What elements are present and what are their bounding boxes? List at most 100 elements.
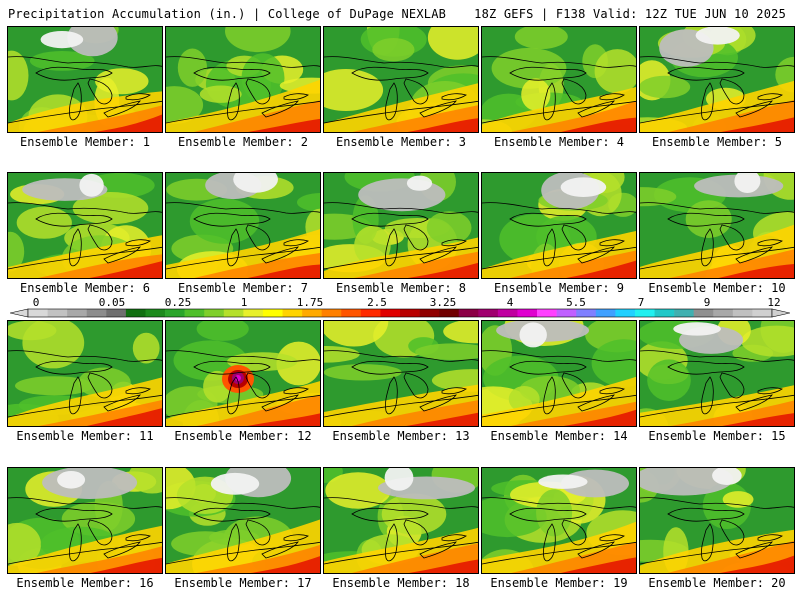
- great-lakes-outline: [324, 56, 478, 124]
- colorbar-tick-label: 3.25: [430, 296, 457, 309]
- precip-field: [324, 321, 478, 426]
- colorbar-tick-label: 9: [704, 296, 711, 309]
- precip-field: [640, 321, 794, 426]
- great-lakes-outline: [640, 350, 794, 418]
- precip-field: [482, 173, 636, 278]
- colorbar-swatch: [458, 309, 479, 317]
- member-label-3: Ensemble Member: 3: [335, 135, 467, 149]
- colorbar-swatch: [243, 309, 264, 317]
- member-label-2: Ensemble Member: 2: [177, 135, 309, 149]
- member-label-18: Ensemble Member: 18: [332, 576, 470, 590]
- member-label-20: Ensemble Member: 20: [648, 576, 786, 590]
- precip-field: [640, 173, 794, 278]
- colorbar-tick-label: 4: [507, 296, 514, 309]
- precip-field: [482, 468, 636, 573]
- great-lakes-outline: [166, 497, 320, 565]
- colorbar-swatch: [282, 309, 303, 317]
- colorbar-swatch: [184, 309, 205, 317]
- ensemble-member-map-14: [481, 320, 637, 427]
- colorbar-swatch: [674, 309, 694, 317]
- colorbar-tick-label: 0.05: [99, 296, 126, 309]
- ensemble-member-map-10: [639, 172, 795, 279]
- colorbar-swatch: [439, 309, 460, 317]
- colorbar-swatch: [145, 309, 166, 317]
- precip-field: [324, 468, 478, 573]
- colorbar-swatch: [497, 309, 518, 317]
- colorbar-swatch: [106, 309, 127, 317]
- colorbar-swatch: [125, 309, 146, 317]
- member-label-12: Ensemble Member: 12: [174, 429, 312, 443]
- great-lakes-outline: [482, 497, 636, 565]
- colorbar-tick-label: 5.5: [566, 296, 586, 309]
- colorbar-swatch: [556, 309, 577, 317]
- precip-field: [324, 27, 478, 132]
- precip-field: [8, 468, 162, 573]
- ensemble-member-map-3: [323, 26, 479, 133]
- member-label-11: Ensemble Member: 11: [16, 429, 154, 443]
- colorbar-left-arrow: [10, 308, 29, 318]
- colorbar-right-arrow: [771, 308, 790, 318]
- great-lakes-outline: [640, 202, 794, 270]
- member-label-17: Ensemble Member: 17: [174, 576, 312, 590]
- great-lakes-outline: [640, 56, 794, 124]
- great-lakes-outline: [482, 350, 636, 418]
- colorbar-swatch: [67, 309, 88, 317]
- ensemble-member-map-5: [639, 26, 795, 133]
- great-lakes-outline: [640, 497, 794, 565]
- ensemble-member-map-15: [639, 320, 795, 427]
- ensemble-member-map-17: [165, 467, 321, 574]
- great-lakes-outline: [166, 350, 320, 418]
- member-label-10: Ensemble Member: 10: [648, 281, 786, 295]
- member-label-15: Ensemble Member: 15: [648, 429, 786, 443]
- colorbar-swatch: [380, 309, 401, 317]
- colorbar-tick-label: 0: [33, 296, 40, 309]
- colorbar-swatch: [576, 309, 597, 317]
- colorbar-legend: 0 0.05 0.25 1 1.75 2.5 3.25 4 5.5 7 9 12: [10, 296, 790, 318]
- member-label-8: Ensemble Member: 8: [335, 281, 467, 295]
- colorbar-tick-label: 12: [767, 296, 780, 309]
- colorbar-swatch: [47, 309, 68, 317]
- precip-field: [8, 173, 162, 278]
- great-lakes-outline: [324, 497, 478, 565]
- colorbar-swatch: [419, 309, 440, 317]
- colorbar-tick-label: 7: [638, 296, 645, 309]
- colorbar-swatch: [341, 309, 362, 317]
- precip-field: [166, 321, 320, 426]
- colorbar-svg: 0 0.05 0.25 1 1.75 2.5 3.25 4 5.5 7 9 12: [10, 296, 790, 318]
- ensemble-member-map-6: [7, 172, 163, 279]
- colorbar-swatch: [654, 309, 675, 317]
- member-label-6: Ensemble Member: 6: [19, 281, 151, 295]
- member-label-7: Ensemble Member: 7: [177, 281, 309, 295]
- colorbar-swatch: [634, 309, 655, 317]
- member-label-5: Ensemble Member: 5: [651, 135, 783, 149]
- precip-field: [166, 468, 320, 573]
- member-label-4: Ensemble Member: 4: [493, 135, 625, 149]
- ensemble-member-map-13: [323, 320, 479, 427]
- colorbar-swatch: [478, 309, 499, 317]
- precip-field: [640, 27, 794, 132]
- ensemble-member-map-18: [323, 467, 479, 574]
- colorbar-swatch: [262, 309, 283, 317]
- precip-field: [482, 321, 636, 426]
- great-lakes-outline: [482, 56, 636, 124]
- colorbar-swatch: [693, 309, 714, 317]
- precip-field: [8, 27, 162, 132]
- colorbar-swatch: [517, 309, 538, 317]
- colorbar-swatch: [28, 309, 48, 317]
- colorbar-swatch: [615, 309, 636, 317]
- precip-field: [640, 468, 794, 573]
- colorbar-swatch: [732, 309, 753, 317]
- member-label-9: Ensemble Member: 9: [493, 281, 625, 295]
- colorbar-swatch: [360, 309, 381, 317]
- great-lakes-outline: [166, 202, 320, 270]
- colorbar-swatch: [713, 309, 734, 317]
- great-lakes-outline: [324, 350, 478, 418]
- colorbar-swatch: [752, 309, 773, 317]
- member-label-14: Ensemble Member: 14: [490, 429, 628, 443]
- colorbar-swatch: [165, 309, 185, 317]
- colorbar-tick-label: 2.5: [367, 296, 387, 309]
- great-lakes-outline: [166, 56, 320, 124]
- great-lakes-outline: [8, 56, 162, 124]
- colorbar-swatch: [86, 309, 107, 317]
- map-title: Precipitation Accumulation (in.) | Colle…: [8, 7, 447, 21]
